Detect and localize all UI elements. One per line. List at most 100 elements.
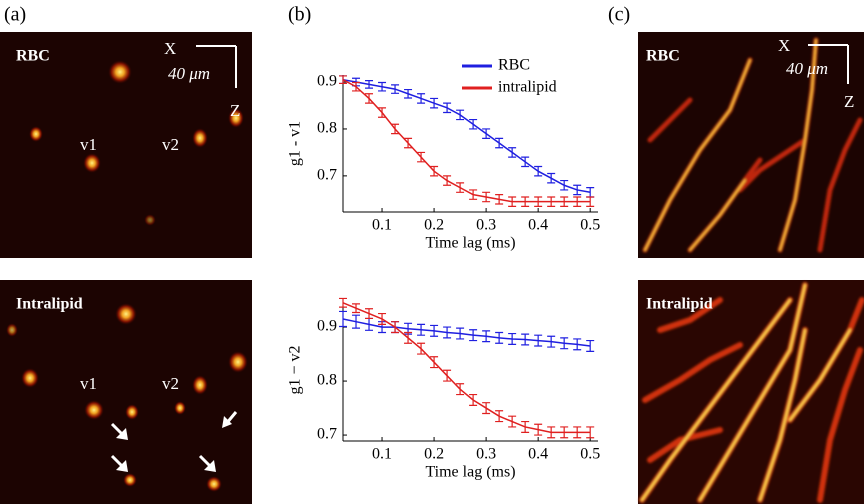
error-bar [352,81,361,92]
vessel-label: v1 [80,374,97,393]
image-c-top [638,32,864,258]
image-title: RBC [646,48,680,65]
error-bar [469,393,478,406]
error-bar [521,420,530,433]
image-c-bottom [638,280,864,504]
error-bar [534,334,543,347]
error-bar [560,337,569,350]
x-axis-label: Time lag (ms) [425,235,515,252]
error-bar [456,109,465,121]
image-title: Intralipid [16,296,83,313]
x-tick-label: 0.1 [372,446,392,463]
error-bar [339,75,347,85]
error-bar [508,147,517,158]
x-tick-label: 0.1 [372,217,392,234]
error-bar [378,81,387,92]
error-bar [560,179,569,191]
data-line [342,318,591,347]
y-axis-label: g1 − v2 [287,345,304,394]
error-bar [456,383,465,396]
error-bar [547,335,556,348]
error-bar [495,410,504,423]
scale-label: X [164,39,176,58]
error-bar [482,128,491,139]
error-bar [547,426,556,439]
error-bar [521,156,530,168]
error-bar [456,182,465,193]
error-bar [495,137,504,149]
y-tick-label: 0.9 [317,73,337,90]
error-bar [352,303,361,314]
image-a-top [0,32,252,258]
error-bar [469,189,478,200]
x-tick-label: 0.5 [580,217,600,234]
x-tick-label: 0.4 [528,446,548,463]
x-tick-label: 0.4 [528,217,548,234]
error-bar [469,118,478,130]
error-bar [586,196,595,207]
y-tick-label: 0.9 [317,318,337,335]
error-bar [378,107,387,118]
error-bar [365,93,374,104]
y-tick-label: 0.8 [317,372,337,389]
error-bar [482,330,491,343]
x-axis-label: Time lag (ms) [425,464,515,481]
error-bar [469,329,478,342]
legend-label: RBC [498,57,530,74]
data-line [342,302,591,434]
x-tick-label: 0.2 [424,217,444,234]
error-bar [443,326,452,339]
error-bar [443,102,452,114]
error-bar [586,426,595,439]
error-bar [495,194,504,205]
error-bar [404,137,413,149]
error-bar [508,415,517,428]
error-bar [391,321,400,334]
image-title: Intralipid [646,296,713,313]
error-bar [560,196,569,207]
error-bar [573,196,582,207]
error-bar [586,339,595,352]
error-bar [443,175,452,186]
x-tick-label: 0.3 [476,217,496,234]
error-bar [417,323,426,336]
x-tick-label: 0.2 [424,446,444,463]
error-bar [521,196,530,207]
error-bar [391,123,400,135]
error-bar [391,84,400,94]
error-bar [573,426,582,439]
error-bar [443,369,452,382]
scale-label: X [778,36,790,55]
error-bar [482,191,491,203]
x-tick-label: 0.5 [580,446,600,463]
error-bar [508,332,517,345]
vessel-label: v1 [80,135,97,154]
vessel-label: v2 [162,374,179,393]
scale-label: 40 μm [168,64,210,83]
error-bar [560,426,569,439]
y-axis-label: g1 - v1 [287,121,304,166]
panel-label: (a) [4,4,26,26]
error-bar [417,151,426,163]
x-tick-label: 0.3 [476,446,496,463]
error-bar [534,165,543,177]
data-line [342,78,591,194]
error-bar [430,356,439,369]
error-bar [365,80,374,89]
error-bar [521,333,530,346]
y-tick-label: 0.7 [317,426,337,443]
error-bar [339,310,347,328]
error-bar [365,308,374,320]
error-bar [534,196,543,207]
error-bar [430,324,439,337]
error-bar [547,196,556,207]
panel-label: (b) [288,4,311,26]
image-a-bottom [0,280,252,504]
error-bar [508,196,517,207]
error-bar [495,331,504,344]
scale-label: Z [844,92,854,111]
error-bar [404,88,413,99]
error-bar [534,423,543,436]
legend-label: intralipid [498,79,557,96]
